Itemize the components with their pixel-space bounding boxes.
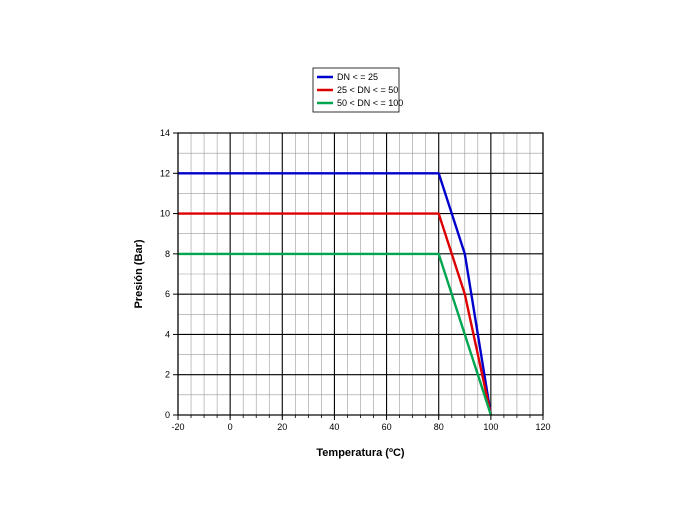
y-tick-label: 4 (165, 329, 170, 339)
legend-entry-dn-100: 50 < DN < = 100 (337, 98, 403, 108)
y-tick-label: 2 (165, 370, 170, 380)
y-tick-label: 8 (165, 249, 170, 259)
x-tick-label: 120 (535, 422, 550, 432)
y-tick-label: 10 (160, 209, 170, 219)
minor-gridlines (178, 133, 543, 415)
y-tick-label: 6 (165, 289, 170, 299)
x-tick-label: 20 (277, 422, 287, 432)
x-tick-label: -20 (171, 422, 184, 432)
legend-entry-dn-25: DN < = 25 (337, 72, 378, 82)
legend: DN < = 25 25 < DN < = 50 50 < DN < = 100 (312, 67, 403, 113)
series-line-2 (178, 252, 493, 416)
y-tick-label: 14 (160, 128, 170, 138)
x-tick-label: 80 (434, 422, 444, 432)
x-tick-labels: -20 0 20 40 60 80 100 120 (171, 422, 550, 432)
x-tick-label: 60 (382, 422, 392, 432)
x-axis-title: Temperatura (ºC) (316, 447, 404, 459)
y-tick-label: 0 (165, 410, 170, 420)
x-tick-label: 0 (228, 422, 233, 432)
x-tick-label: 40 (329, 422, 339, 432)
y-axis-title: Presión (Bar) (133, 239, 145, 308)
y-tick-labels: 0 2 4 6 8 10 12 14 (160, 128, 170, 420)
series-layer (178, 172, 493, 416)
x-tick-marks (177, 415, 544, 420)
series-line-1 (178, 212, 493, 416)
y-tick-label: 12 (160, 168, 170, 178)
series-line-0 (178, 172, 493, 416)
x-tick-label: 100 (483, 422, 498, 432)
y-tick-marks (173, 132, 178, 416)
legend-entry-dn-50: 25 < DN < = 50 (337, 85, 398, 95)
